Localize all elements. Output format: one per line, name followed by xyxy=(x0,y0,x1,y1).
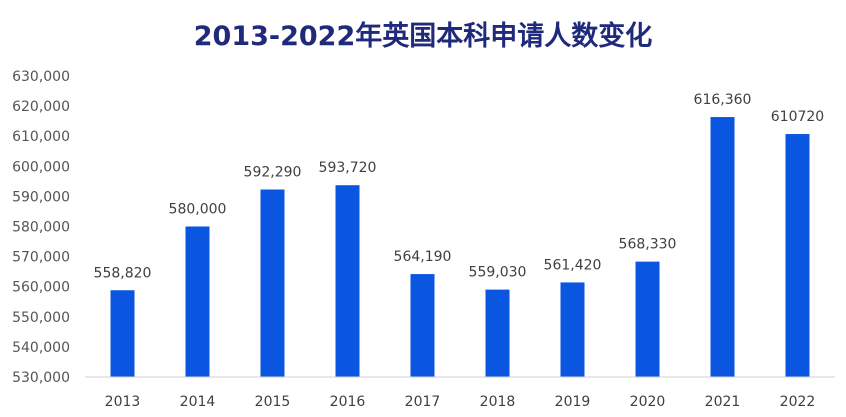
y-tick-label: 580,000 xyxy=(12,220,70,236)
bar-2021 xyxy=(710,117,735,377)
y-tick-label: 530,000 xyxy=(12,370,70,386)
y-tick-label: 630,000 xyxy=(12,69,70,85)
x-axis: 2013 2014 2015 2016 2017 2018 2019 2020 2021 2022 xyxy=(105,394,816,410)
y-tick-label: 560,000 xyxy=(12,280,70,296)
data-label-2021: 616,360 xyxy=(694,92,752,108)
x-tick-label-2019: 2019 xyxy=(555,394,591,410)
data-label-2017: 564,190 xyxy=(394,249,452,265)
bars-group xyxy=(110,117,810,377)
x-tick-label-2021: 2021 xyxy=(705,394,741,410)
x-tick-label-2018: 2018 xyxy=(480,394,516,410)
x-tick-label-2016: 2016 xyxy=(330,394,366,410)
bar-2017 xyxy=(410,274,435,377)
bar-2015 xyxy=(260,189,285,377)
y-tick-label: 600,000 xyxy=(12,159,70,175)
bar-2020 xyxy=(635,261,660,377)
x-tick-label-2022: 2022 xyxy=(780,394,816,410)
data-label-2015: 592,290 xyxy=(244,165,302,181)
data-label-2016: 593,720 xyxy=(319,160,377,176)
y-tick-label: 620,000 xyxy=(12,99,70,115)
bar-2018 xyxy=(485,289,510,377)
bar-2022 xyxy=(785,134,810,377)
data-label-2020: 568,330 xyxy=(619,237,677,253)
x-tick-label-2015: 2015 xyxy=(255,394,291,410)
data-label-2013: 558,820 xyxy=(94,265,152,281)
y-tick-label: 610,000 xyxy=(12,129,70,145)
y-tick-label: 550,000 xyxy=(12,310,70,326)
y-tick-label: 540,000 xyxy=(12,340,70,356)
data-label-2014: 580,000 xyxy=(169,202,227,218)
bar-2013 xyxy=(110,290,135,377)
bar-2019 xyxy=(560,282,585,377)
y-tick-label: 590,000 xyxy=(12,189,70,205)
x-tick-label-2014: 2014 xyxy=(180,394,216,410)
x-tick-label-2017: 2017 xyxy=(405,394,441,410)
data-label-2018: 559,030 xyxy=(469,265,527,281)
chart-title: 2013-2022年英国本科申请人数变化 xyxy=(194,20,653,52)
bar-2014 xyxy=(185,226,210,377)
data-label-2022: 610720 xyxy=(771,109,824,125)
data-label-2019: 561,420 xyxy=(544,257,602,273)
y-tick-label: 570,000 xyxy=(12,250,70,266)
x-tick-label-2013: 2013 xyxy=(105,394,141,410)
data-labels-group: 558,820 580,000 592,290 593,720 564,190 559,0… xyxy=(94,92,825,281)
x-tick-label-2020: 2020 xyxy=(630,394,666,410)
bar-2016 xyxy=(335,185,360,377)
y-axis: 530,000 540,000 550,000 560,000 570,000 580,0… xyxy=(12,69,70,386)
